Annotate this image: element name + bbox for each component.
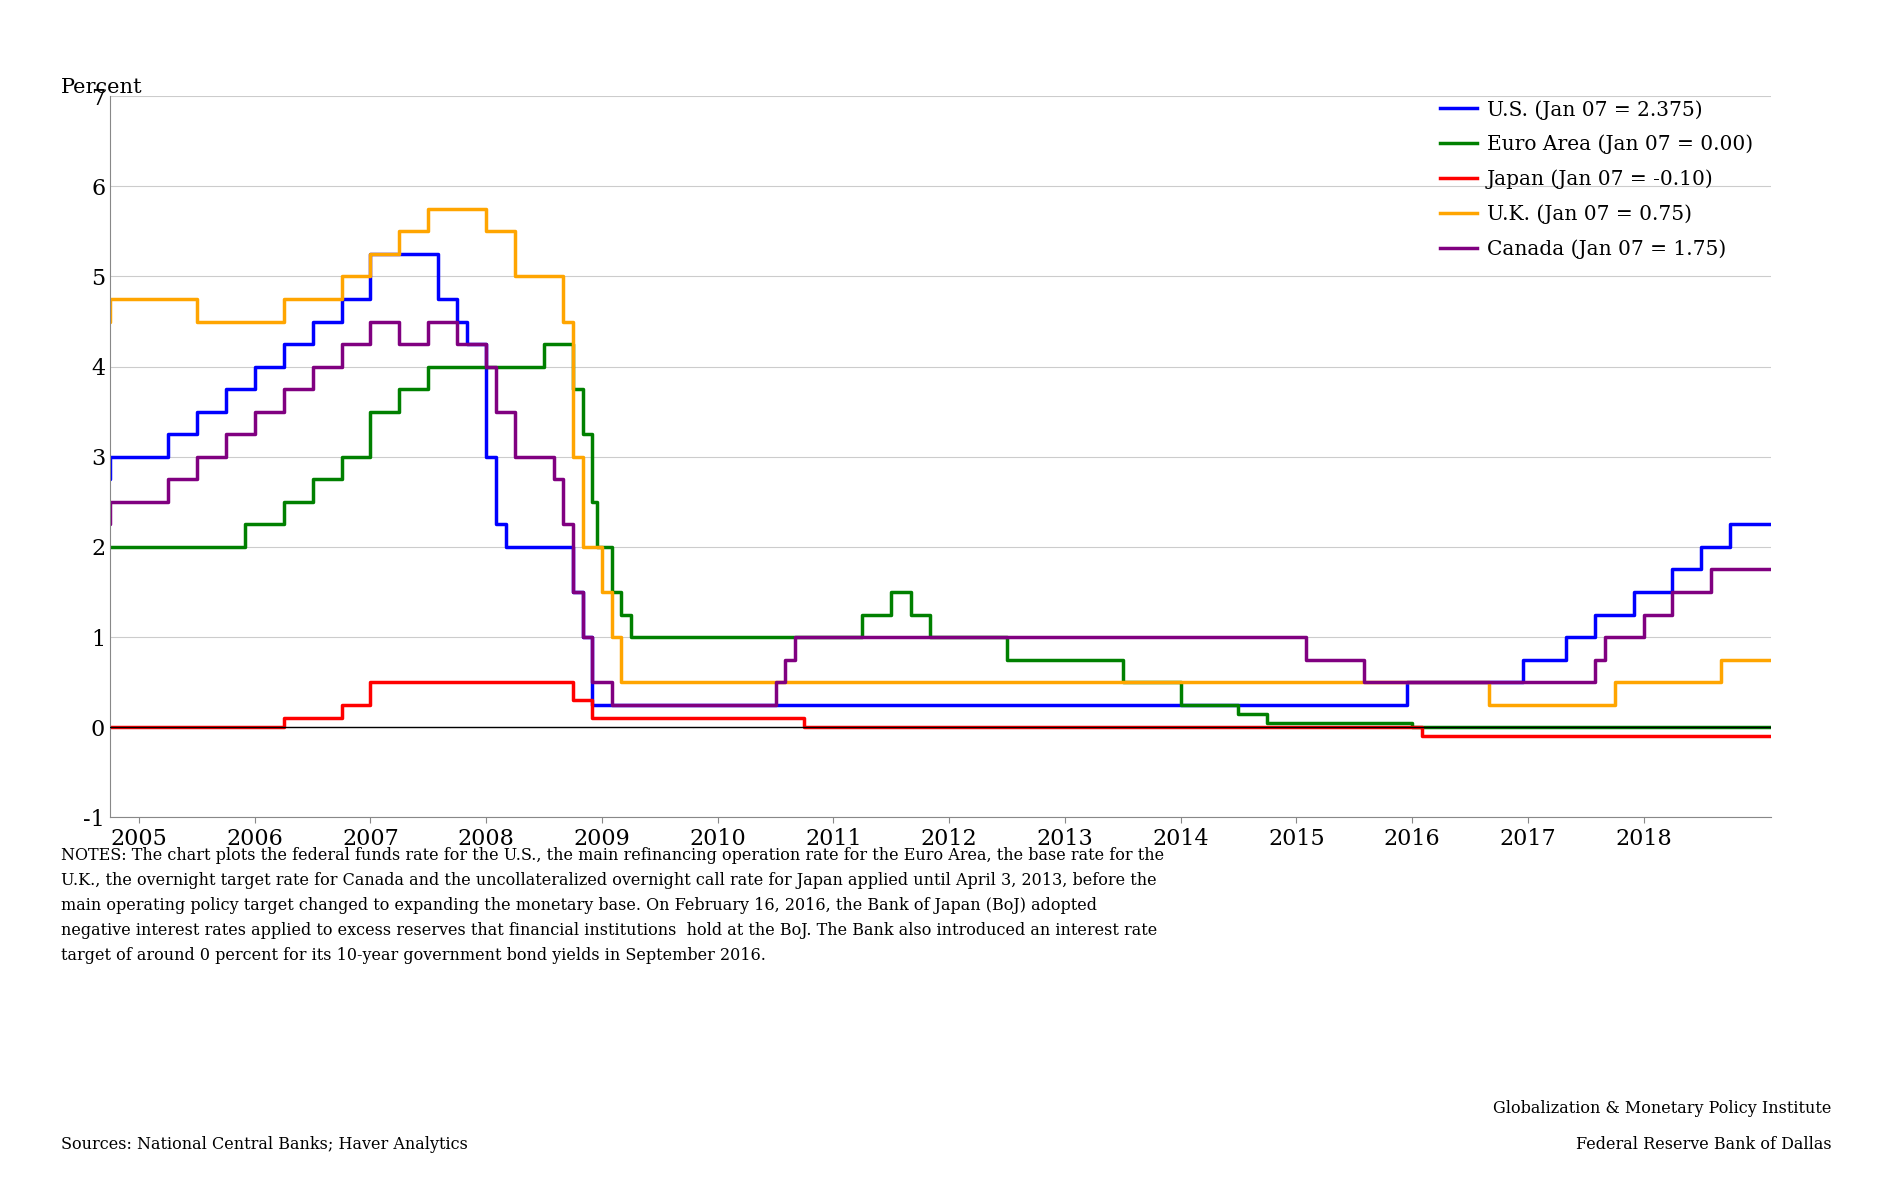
Text: Sources: National Central Banks; Haver Analytics: Sources: National Central Banks; Haver A… <box>61 1136 467 1153</box>
Text: Federal Reserve Bank of Dallas: Federal Reserve Bank of Dallas <box>1575 1136 1832 1153</box>
Text: Percent: Percent <box>61 78 142 97</box>
Text: NOTES: The chart plots the federal funds rate for the U.S., the main refinancing: NOTES: The chart plots the federal funds… <box>61 847 1163 964</box>
Text: Globalization & Monetary Policy Institute: Globalization & Monetary Policy Institut… <box>1494 1100 1832 1117</box>
Legend: U.S. (Jan 07 = 2.375), Euro Area (Jan 07 = 0.00), Japan (Jan 07 = -0.10), U.K. (: U.S. (Jan 07 = 2.375), Euro Area (Jan 07… <box>1433 91 1761 267</box>
